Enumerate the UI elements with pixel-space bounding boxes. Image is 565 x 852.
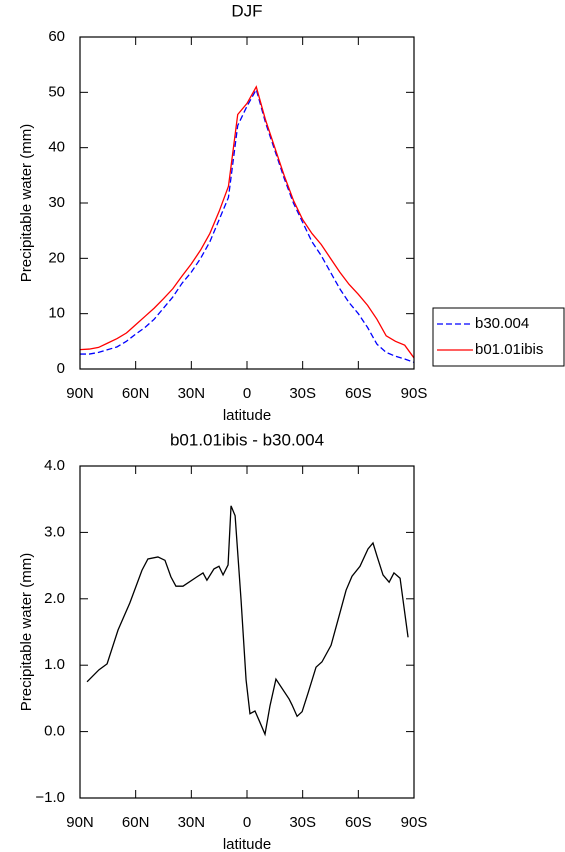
chart-title: DJF bbox=[231, 1, 262, 20]
y-tick-label: 1.0 bbox=[44, 656, 65, 673]
x-tick-label: 60S bbox=[345, 814, 372, 831]
y-tick-label: 3.0 bbox=[44, 523, 65, 540]
y-tick-label: 20 bbox=[48, 249, 65, 266]
y-tick-label: 30 bbox=[48, 194, 65, 211]
data-line bbox=[86, 505, 409, 737]
legend-label: b01.01ibis bbox=[475, 341, 543, 358]
x-tick-label: 90N bbox=[66, 814, 94, 831]
x-tick-label: 30N bbox=[178, 814, 206, 831]
x-tick-label: 30S bbox=[289, 814, 316, 831]
x-tick-label: 30N bbox=[178, 385, 206, 402]
x-tick-label: 0 bbox=[243, 814, 251, 831]
x-tick-label: 90S bbox=[401, 385, 428, 402]
x-tick-label: 90N bbox=[66, 385, 94, 402]
y-tick-label: 40 bbox=[48, 139, 65, 156]
legend-label: b30.004 bbox=[475, 315, 529, 332]
x-tick-label: 60N bbox=[122, 385, 150, 402]
y-tick-label: 4.0 bbox=[44, 457, 65, 474]
x-tick-label: 30S bbox=[289, 385, 316, 402]
y-axis-label: Precipitable water (mm) bbox=[18, 124, 35, 282]
x-axis-label: latitude bbox=[223, 407, 271, 424]
legend-box bbox=[432, 307, 565, 367]
y-axis-label: Precipitable water (mm) bbox=[18, 553, 35, 711]
plot-frame bbox=[79, 465, 415, 799]
data-line bbox=[79, 85, 415, 359]
data-line bbox=[80, 87, 415, 363]
y-tick-label: −1.0 bbox=[35, 789, 65, 806]
x-tick-label: 90S bbox=[401, 814, 428, 831]
y-tick-label: 0.0 bbox=[44, 723, 65, 740]
y-tick-label: 60 bbox=[48, 28, 65, 45]
x-axis-label: latitude bbox=[223, 836, 271, 852]
chart-title: b01.01ibis - b30.004 bbox=[170, 430, 324, 449]
x-tick-label: 60N bbox=[122, 814, 150, 831]
x-tick-label: 0 bbox=[243, 385, 251, 402]
y-tick-label: 2.0 bbox=[44, 590, 65, 607]
y-tick-label: 10 bbox=[48, 305, 65, 322]
y-tick-label: 0 bbox=[57, 360, 65, 377]
x-tick-label: 60S bbox=[345, 385, 372, 402]
plot-frame bbox=[79, 36, 415, 370]
y-tick-label: 50 bbox=[48, 83, 65, 100]
